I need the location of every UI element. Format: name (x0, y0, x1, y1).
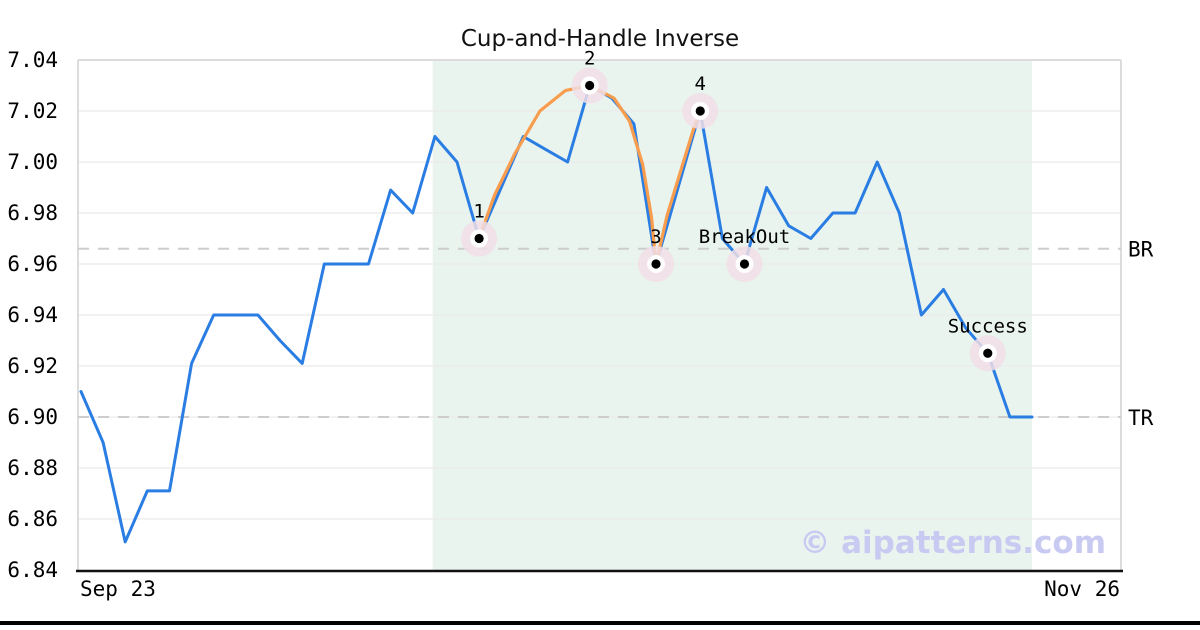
annotation-label-success: Success (948, 315, 1028, 337)
level-label-br: BR (1128, 238, 1154, 262)
y-tick-label: 7.04 (7, 48, 58, 72)
y-tick-label: 7.02 (7, 99, 58, 123)
pattern-markers-group (461, 67, 1006, 372)
y-tick-label: 6.96 (7, 252, 58, 276)
annotation-labels-group: BR TR 1 2 3 4 BreakOut Success (473, 48, 1153, 431)
footer-rule (0, 621, 1200, 625)
annotation-label-4: 4 (695, 73, 706, 95)
y-tick-label: 6.90 (7, 405, 58, 429)
marker-dot-4 (695, 106, 705, 116)
marker-dot-3 (651, 259, 661, 269)
marker-dot-success (983, 348, 993, 358)
annotation-label-3: 3 (650, 226, 661, 248)
chart-title: Cup-and-Handle Inverse (461, 26, 739, 52)
pattern-overlay-line (477, 83, 702, 266)
y-tick-label: 6.94 (7, 303, 58, 327)
x-axis-label-end: Nov 26 (1044, 577, 1120, 601)
y-tick-labels-group: 7.04 7.02 7.00 6.98 6.96 6.94 6.92 6.90 6.88 6.86… (7, 48, 58, 582)
annotation-label-2: 2 (584, 48, 595, 70)
y-tick-label: 7.00 (7, 150, 58, 174)
level-label-tr: TR (1128, 406, 1154, 430)
marker-dot-1 (474, 233, 484, 244)
y-tick-label: 6.86 (7, 507, 58, 531)
y-tick-label: 6.92 (7, 354, 58, 378)
y-tick-label: 6.84 (7, 558, 58, 582)
x-axis-label-start: Sep 23 (80, 577, 156, 601)
price-line (79, 84, 1034, 544)
marker-dot-2 (585, 80, 595, 91)
axes-spines-group (76, 59, 1123, 573)
watermark: © aipatterns.com (799, 525, 1106, 561)
marker-dot-breakout (739, 259, 750, 269)
series-lines-group (79, 83, 1034, 544)
annotation-label-breakout: BreakOut (699, 226, 791, 248)
annotation-label-1: 1 (473, 201, 484, 223)
y-tick-label: 6.98 (7, 201, 58, 225)
y-tick-label: 6.88 (7, 456, 58, 480)
level-lines-group (78, 247, 1121, 418)
